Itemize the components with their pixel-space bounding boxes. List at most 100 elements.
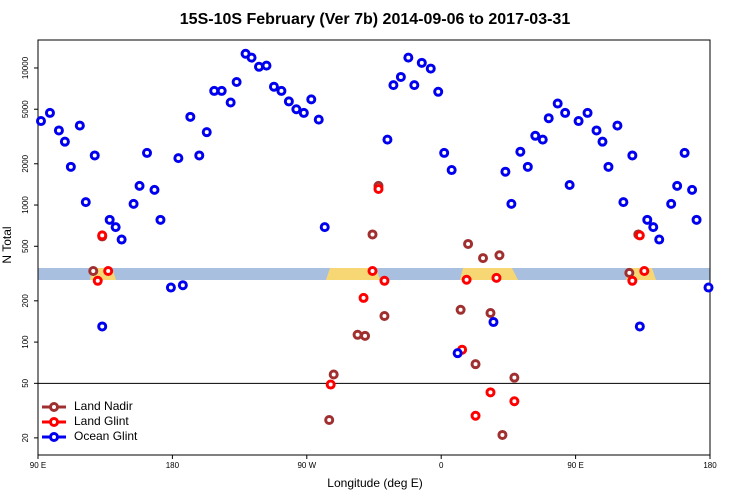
point [470,410,481,421]
plot-frame [37,39,711,456]
point [367,229,378,240]
point [455,304,466,315]
x-tick-label: 180 [703,461,717,470]
point [88,266,99,277]
point [463,238,474,249]
point [319,222,330,233]
point [360,330,371,341]
point [116,234,127,245]
point [552,98,563,109]
point [500,166,511,177]
x-tick-label: 0 [439,461,444,470]
y-tick-label: 20 [21,433,30,442]
point [254,61,265,72]
point [53,125,64,136]
point [403,52,414,63]
point [597,136,608,147]
point [395,71,406,82]
point [416,57,427,68]
point [509,396,520,407]
point [103,266,114,277]
point [177,280,188,291]
point [358,292,369,303]
legend-label: Ocean Glint [74,429,138,443]
point [634,230,645,241]
point [352,329,363,340]
x-axis-label: Longitude (deg E) [327,476,422,490]
y-tick-label: 5000 [21,100,30,118]
point [488,317,499,328]
point [367,266,378,277]
point [543,113,554,124]
point [201,127,212,138]
point [494,250,505,261]
legend-marker [49,402,59,412]
point [155,214,166,225]
point [328,369,339,380]
point [573,116,584,127]
legend-label: Land Glint [74,414,129,428]
point [92,275,103,286]
point [522,161,533,172]
point [231,77,242,88]
point [382,134,393,145]
point [44,107,55,118]
point [591,125,602,136]
point [461,274,472,285]
point [618,197,629,208]
point [485,308,496,319]
point [624,267,635,278]
point [373,183,384,194]
y-tick-label: 200 [21,294,30,308]
point [74,120,85,131]
point [325,379,336,390]
point [268,81,279,92]
point [425,63,436,74]
point [379,275,390,286]
x-tick-label: 90 E [567,461,583,470]
point [128,198,139,209]
point [283,96,294,107]
y-axis-label: N Total [0,226,14,263]
point [261,60,272,71]
y-tick-label: 50 [21,378,30,387]
point [194,150,205,161]
point [627,275,638,286]
y-tick-label: 2000 [21,154,30,172]
point [691,214,702,225]
point [497,429,508,440]
point [59,136,70,147]
point [634,321,645,332]
point [149,184,160,195]
point [246,52,257,63]
legend-marker [49,417,59,427]
point [185,111,196,122]
point [80,197,91,208]
point [388,80,399,91]
legend-label: Land Nadir [74,399,133,413]
point [291,104,302,115]
point [324,415,335,426]
series [35,48,714,359]
point [452,348,463,359]
legend-marker [49,432,59,442]
point [687,184,698,195]
y-tick-label: 500 [21,239,30,253]
point [65,161,76,172]
y-tick-label: 100 [21,335,30,349]
point [478,253,489,264]
point [485,387,496,398]
point [439,147,450,158]
point [560,107,571,118]
point [648,222,659,233]
point [306,94,317,105]
point [639,266,650,277]
point [209,85,220,96]
point [142,147,153,158]
point [409,80,420,91]
point [35,116,46,127]
point [672,180,683,191]
